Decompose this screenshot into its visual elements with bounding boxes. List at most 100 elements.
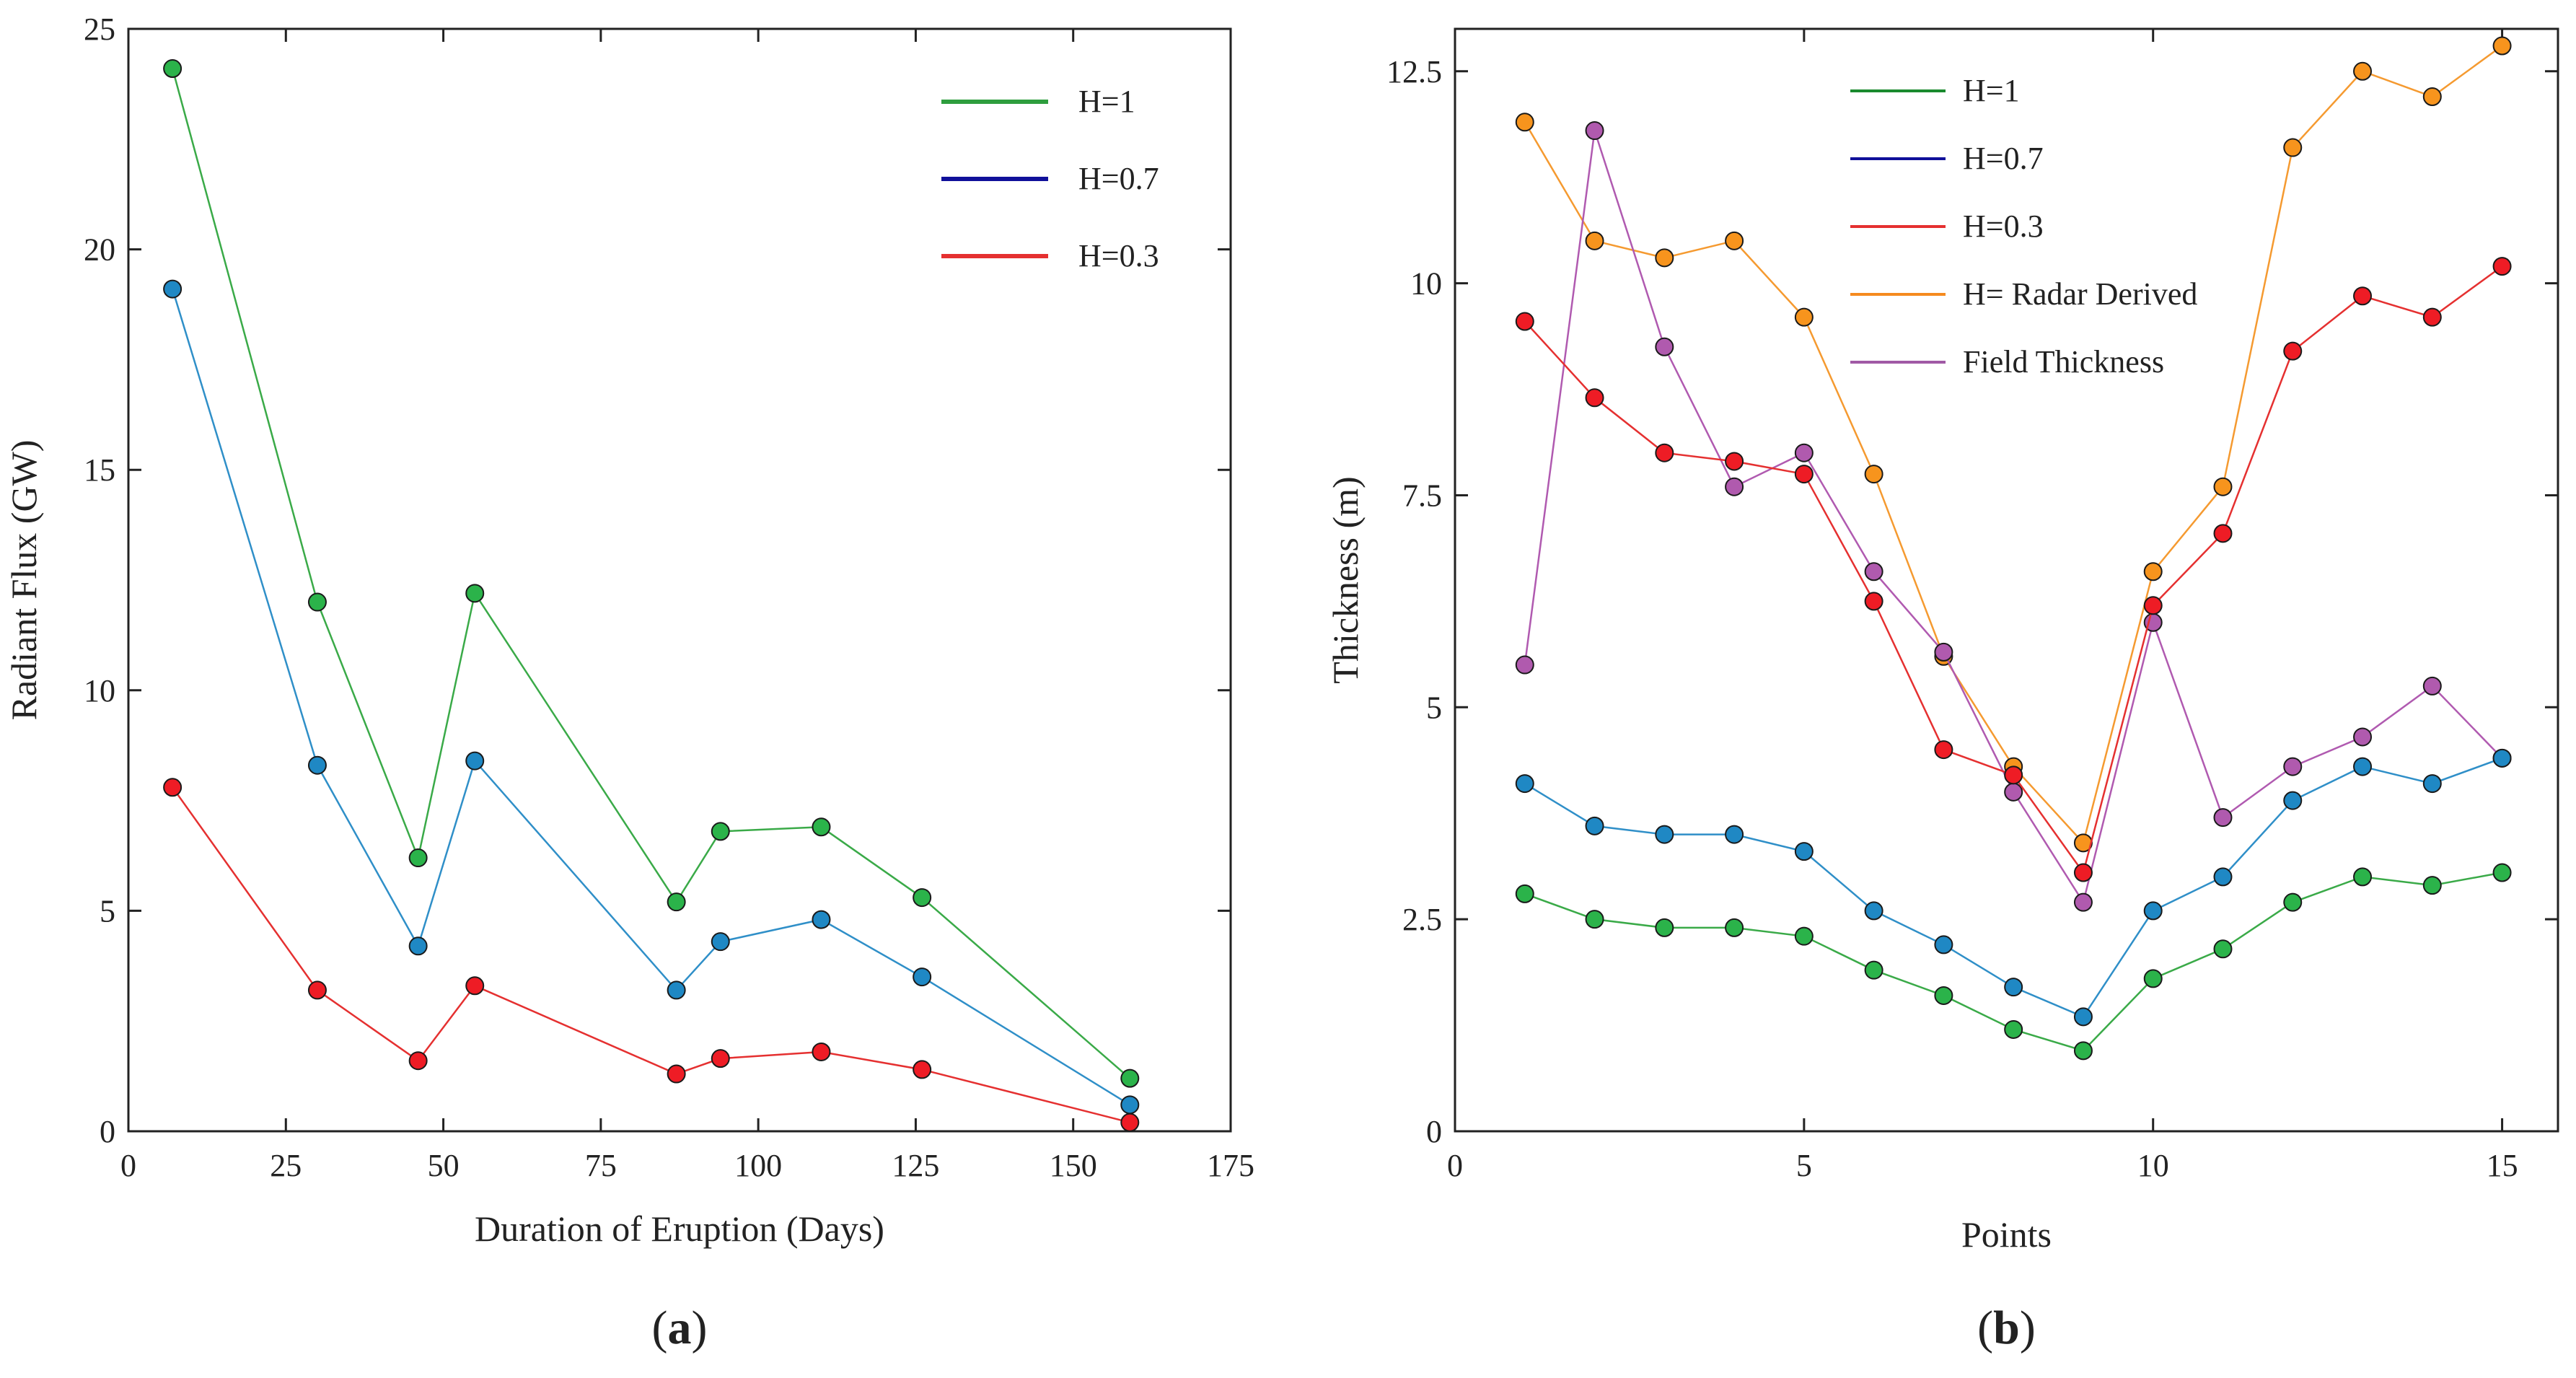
panel-b-data-point-h-0-3 — [2492, 257, 2512, 276]
panel-a-x-tick-label: 100 — [734, 1148, 782, 1183]
panel-a-data-point-h-0-7 — [913, 967, 932, 987]
panel-a-x-tick-label: 0 — [120, 1148, 136, 1183]
panel-b-data-point-h-0-7 — [1934, 935, 1953, 954]
panel-a-x-tick-label: 50 — [428, 1148, 460, 1183]
panel-a-x-tick-label: 75 — [585, 1148, 617, 1183]
panel-a-legend-label: H=0.7 — [1078, 161, 1159, 196]
panel-a-x-tick-label: 25 — [270, 1148, 302, 1183]
panel-b-data-point-h-1 — [1725, 918, 1744, 937]
panel-b-data-point-h-0-7 — [1864, 901, 1883, 921]
panel-a-x-tick-label: 175 — [1207, 1148, 1254, 1183]
panel-a-x-tick-label: 150 — [1050, 1148, 1097, 1183]
panel-a-data-point-h-1 — [711, 822, 730, 841]
panel-b-thickness-chart: 0 5 10 15 0 2.5 5 7.5 10 12.5 Points Thickness (m) H… — [1325, 27, 2559, 1354]
panel-b-data-point-h-radar-derived — [2422, 87, 2442, 107]
panel-b-legend-label: Field Thickness — [1963, 344, 2164, 379]
panel-b-data-point-h-1 — [1655, 918, 1674, 937]
panel-b-data-point-field-thickness — [1725, 477, 1744, 496]
panel-a-y-tick-label: 0 — [100, 1114, 115, 1149]
panel-b-data-point-h-radar-derived — [2283, 138, 2303, 157]
panel-b-data-point-h-radar-derived — [1655, 248, 1674, 268]
panel-a-data-point-h-1 — [667, 892, 686, 912]
panel-a-plot-frame — [127, 27, 1232, 1133]
panel-b-data-point-field-thickness — [2422, 676, 2442, 695]
panel-a-x-tick-label: 125 — [892, 1148, 939, 1183]
panel-a-data-point-h-1 — [307, 592, 327, 612]
panel-b-data-point-h-0-3 — [1864, 592, 1883, 611]
panel-a-panel-label-close: ) — [692, 1302, 708, 1354]
panel-a-legend-label: H=1 — [1078, 84, 1135, 119]
panel-b-data-point-h-0-3 — [1585, 388, 1604, 408]
panel-b-y-tick-label: 10 — [1410, 266, 1442, 302]
panel-b-x-axis-label: Points — [1961, 1214, 2052, 1255]
panel-b-data-point-h-0-3 — [2213, 524, 2233, 543]
panel-a-legend-label: H=0.3 — [1078, 238, 1159, 273]
panel-a-y-tick-label: 25 — [84, 12, 115, 47]
panel-b-data-point-field-thickness — [2213, 808, 2233, 828]
panel-a-data-point-h-0-3 — [163, 778, 183, 797]
panel-b-data-point-h-1 — [2213, 939, 2233, 959]
panel-b-data-point-h-0-3 — [1794, 465, 1814, 484]
panel-a-y-tick-label: 5 — [100, 893, 115, 929]
panel-b-data-point-field-thickness — [1515, 655, 1534, 675]
panel-b-data-point-h-0-7 — [2492, 748, 2512, 768]
panel-a-data-point-h-0-7 — [307, 755, 327, 775]
panel-a-y-axis-label: Radiant Flux (GW) — [4, 440, 44, 721]
panel-b-data-point-h-0-3 — [2143, 596, 2163, 615]
panel-b-data-point-h-0-7 — [1794, 842, 1814, 861]
panel-b-data-point-field-thickness — [2004, 782, 2023, 802]
panel-b-data-point-h-radar-derived — [1794, 307, 1814, 327]
panel-b-data-point-h-0-7 — [1585, 816, 1604, 835]
panel-b-data-point-h-radar-derived — [2492, 36, 2512, 56]
panel-a-data-point-h-1 — [408, 848, 428, 868]
panel-b-data-point-field-thickness — [1934, 642, 1953, 662]
panel-b-data-point-field-thickness — [1794, 443, 1814, 462]
panel-a-data-point-h-0-7 — [667, 980, 686, 1000]
panel-a-panel-label-letter: a — [668, 1302, 692, 1354]
panel-b-data-point-h-0-3 — [1725, 452, 1744, 471]
panel-b-plot-frame — [1454, 27, 2559, 1133]
panel-a-data-point-h-1 — [465, 584, 485, 603]
panel-a-series-line-h-1 — [171, 68, 1131, 1079]
panel-b-data-point-h-0-3 — [1515, 312, 1534, 331]
panel-b-data-point-field-thickness — [2353, 727, 2373, 747]
panel-b-data-point-field-thickness — [2283, 757, 2303, 776]
panel-a-data-point-h-0-7 — [465, 751, 485, 771]
panel-b-panel-label: (b) — [1977, 1302, 2036, 1354]
panel-b-data-point-h-0-3 — [2283, 341, 2303, 361]
panel-b-data-point-h-1 — [1515, 884, 1534, 903]
panel-a-y-tick-label: 20 — [84, 232, 115, 268]
panel-b-data-point-h-0-7 — [1655, 825, 1674, 844]
panel-a-y-tick-label: 15 — [84, 452, 115, 488]
panel-b-data-point-h-0-7 — [2422, 774, 2442, 794]
panel-b-data-point-h-1 — [1585, 910, 1604, 929]
panel-b-data-point-h-1 — [2073, 1041, 2093, 1061]
panel-b-data-point-h-1 — [2283, 892, 2303, 912]
panel-a-data-point-h-0-3 — [812, 1042, 831, 1061]
panel-a-data-point-h-0-3 — [711, 1049, 730, 1068]
panel-b-data-point-h-radar-derived — [2213, 477, 2233, 496]
panel-b-legend-label: H= Radar Derived — [1963, 276, 2197, 312]
panel-a-data-point-h-1 — [1120, 1068, 1140, 1088]
panel-a-panel-label-open: ( — [652, 1302, 668, 1354]
panel-b-data-point-h-0-3 — [2353, 286, 2373, 306]
panel-b-legend-label: H=0.7 — [1963, 141, 2044, 176]
panel-a-data-point-h-0-7 — [163, 279, 183, 299]
panel-b-y-tick-label: 7.5 — [1402, 478, 1442, 513]
panel-a-series-line-h-0-3 — [172, 786, 1130, 1123]
panel-a-data-point-h-0-3 — [408, 1051, 428, 1071]
panel-b-data-point-h-radar-derived — [1725, 231, 1744, 250]
panel-a-data-point-h-0-7 — [711, 932, 730, 952]
panel-a-panel-label: (a) — [652, 1302, 708, 1354]
panel-b-y-tick-label: 0 — [1426, 1114, 1442, 1149]
panel-b-data-point-h-1 — [1934, 986, 1953, 1005]
panel-a-data-point-h-0-3 — [667, 1064, 686, 1084]
panel-b-data-point-h-1 — [2492, 863, 2512, 882]
panel-b-data-point-h-0-7 — [2143, 901, 2163, 921]
panel-a-radiant-flux-chart: 0 25 50 75 100 125 150 175 0 5 10 15 20 25 Duration of… — [4, 12, 1254, 1354]
panel-b-data-point-h-1 — [2353, 867, 2373, 887]
panel-b-data-point-h-radar-derived — [2143, 562, 2163, 582]
panel-a-y-tick-label: 10 — [84, 673, 115, 708]
panel-b-y-tick-label: 5 — [1426, 690, 1442, 725]
